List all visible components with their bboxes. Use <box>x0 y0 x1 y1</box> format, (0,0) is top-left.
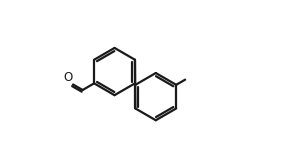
Text: O: O <box>63 71 72 84</box>
